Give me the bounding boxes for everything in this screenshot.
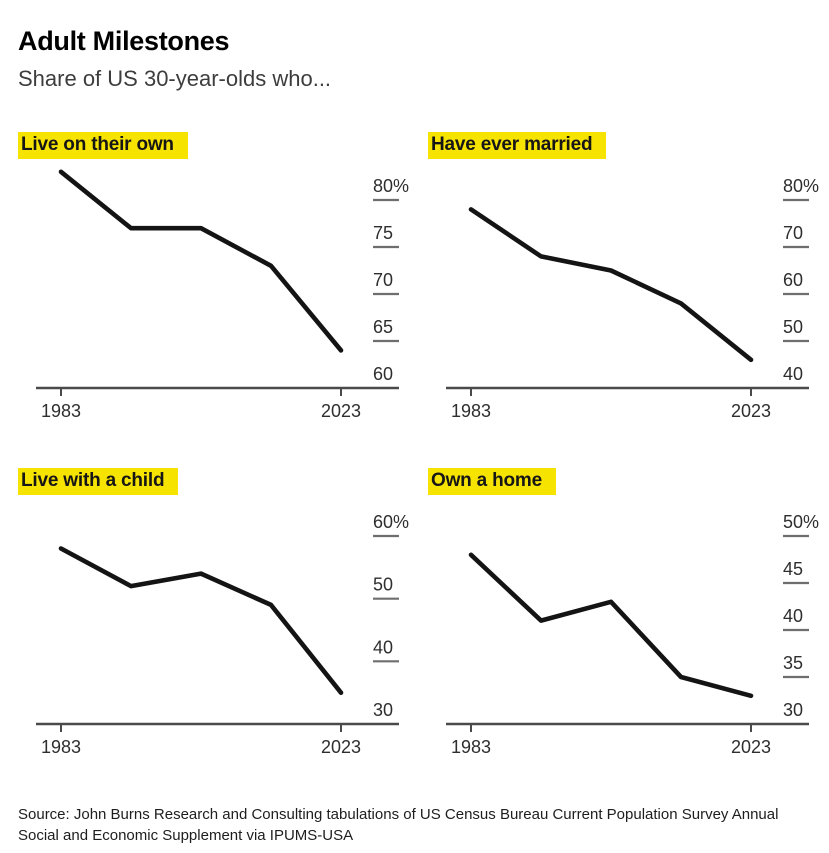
data-line [58, 169, 344, 353]
x-tick-label: 1983 [41, 401, 81, 421]
y-tick-label: 70 [783, 223, 803, 243]
x-tick-label: 1983 [41, 737, 81, 757]
line-chart-own-a-home: 1983 2023 50% 45 40 35 30 [446, 512, 819, 757]
data-line [58, 546, 344, 695]
panel-live-with-a-child: Live with a child 1983 2023 60% 50 40 30 [18, 468, 428, 760]
panel-title-highlight: Live on their own [18, 132, 188, 159]
line-chart-live-on-their-own: 1983 2023 80% 75 70 65 60 [36, 169, 409, 421]
x-tick-label: 2023 [731, 401, 771, 421]
y-tick-label: 80% [783, 176, 819, 196]
chart-grid: Live on their own 1983 2023 80% 75 70 65 60 Ha… [18, 132, 819, 760]
panel-title-highlight: Live with a child [18, 468, 179, 495]
x-tick-label: 2023 [321, 737, 361, 757]
source-note: Source: John Burns Research and Consulti… [18, 806, 779, 844]
y-tick-label: 40 [783, 606, 803, 626]
panel-title-highlight: Own a home [428, 468, 556, 495]
y-tick-label: 45 [783, 559, 803, 579]
x-tick-label: 1983 [451, 401, 491, 421]
chart-title: Adult Milestones [18, 26, 230, 56]
y-tick-label: 35 [783, 653, 803, 673]
y-tick-label: 50 [783, 317, 803, 337]
y-tick-label: 60 [783, 270, 803, 290]
panel-live-on-their-own: Live on their own 1983 2023 80% 75 70 65 60 [18, 132, 428, 424]
panel-have-ever-married: Have ever married 1983 2023 80% 70 60 50 40 [428, 132, 829, 424]
y-tick-label: 60 [373, 364, 393, 384]
y-tick-label: 30 [783, 700, 803, 720]
chart-subtitle: Share of US 30-year-olds who... [18, 66, 332, 91]
y-tick-label: 80% [373, 176, 409, 196]
y-tick-label: 50 [373, 575, 393, 595]
y-tick-label: 40 [783, 364, 803, 384]
x-tick-label: 1983 [451, 737, 491, 757]
x-tick-label: 2023 [731, 737, 771, 757]
data-line [468, 552, 754, 699]
y-tick-label: 50% [783, 512, 819, 532]
y-tick-label: 30 [373, 700, 393, 720]
y-tick-label: 60% [373, 512, 409, 532]
y-tick-label: 65 [373, 317, 393, 337]
y-tick-label: 40 [373, 637, 393, 657]
line-chart-have-ever-married: 1983 2023 80% 70 60 50 40 [446, 176, 819, 421]
panel-own-a-home: Own a home 1983 2023 50% 45 40 35 30 [428, 468, 829, 760]
line-chart-live-with-a-child: 1983 2023 60% 50 40 30 [36, 512, 409, 757]
y-tick-label: 70 [373, 270, 393, 290]
data-line [468, 207, 754, 363]
y-tick-label: 75 [373, 223, 393, 243]
panel-title-highlight: Have ever married [428, 132, 607, 159]
x-tick-label: 2023 [321, 401, 361, 421]
